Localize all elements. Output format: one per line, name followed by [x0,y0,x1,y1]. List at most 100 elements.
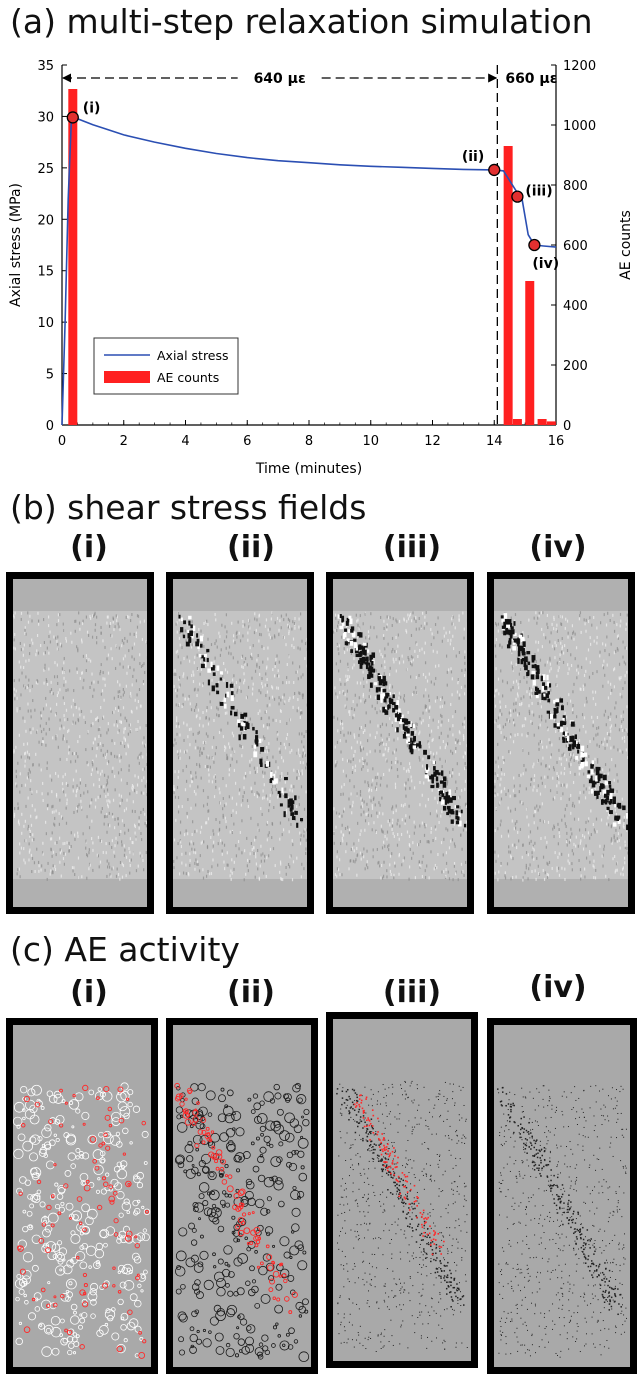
ae-event [140,1274,146,1279]
texture-speck [384,844,386,848]
texture-speck [131,784,134,788]
texture-speck [203,645,205,649]
ae-event-recent [108,1123,113,1128]
texture-speck [93,613,96,617]
texture-speck [242,665,244,669]
fracture-speck [591,763,595,767]
ae-event [302,1118,310,1127]
texture-speck [430,826,432,830]
texture-speck [445,874,447,878]
texture-speck [497,756,499,760]
texture-speck [102,677,104,681]
texture-speck [392,617,394,621]
fracture-speck [612,822,617,827]
texture-speck [583,618,585,622]
fracture-speck [510,626,514,630]
ae-event [73,1310,77,1315]
texture-speck [594,784,597,788]
texture-speck [35,653,37,657]
texture-speck [622,873,624,877]
texture-speck [455,746,457,750]
texture-speck [334,613,337,617]
texture-speck [85,659,88,663]
texture-speck [205,656,207,660]
texture-speck [592,822,594,826]
texture-speck [592,671,594,675]
texture-speck [464,787,466,791]
texture-speck [231,621,233,625]
texture-speck [52,867,54,871]
texture-speck [403,694,405,698]
ae-event-recent [31,1297,36,1302]
texture-speck [348,710,350,714]
texture-speck [578,728,581,732]
ae-event-recent [127,1182,131,1186]
texture-speck [266,822,268,826]
texture-speck [570,811,572,815]
texture-speck [510,854,512,858]
ae-event [53,1093,64,1104]
texture-speck [260,807,262,811]
texture-speck [121,819,124,823]
texture-speck [94,737,96,741]
texture-speck [57,745,59,749]
texture-speck [215,672,217,676]
texture-speck [175,724,177,728]
fracture-speck [289,807,293,812]
texture-speck [238,631,240,635]
ae-event [34,1306,41,1312]
fracture-speck [225,682,229,688]
ae-event [117,1298,124,1305]
texture-speck [384,654,386,658]
texture-speck [383,860,385,864]
texture-speck [361,804,364,808]
ae-event-recent [50,1223,55,1228]
texture-speck [70,705,73,709]
texture-speck [371,704,373,708]
texture-speck [59,757,61,761]
fracture-speck [456,805,460,809]
texture-speck [549,656,551,660]
ae-event-recent [36,1179,42,1185]
texture-speck [73,689,75,693]
texture-speck [272,755,274,759]
ae-event [62,1264,73,1275]
texture-speck [292,843,294,847]
texture-speck [564,626,566,630]
texture-speck [51,831,53,835]
texture-speck [359,759,361,763]
texture-speck [68,745,70,749]
ae-event-recent [34,1101,41,1108]
texture-speck [206,755,208,759]
ae-event [95,1091,104,1101]
texture-speck [237,660,239,664]
texture-speck [430,850,432,854]
y-tick-label: 25 [37,162,54,177]
texture-speck [182,674,184,678]
fracture-speck [438,772,441,776]
texture-speck [546,613,549,617]
texture-speck [218,730,221,734]
texture-speck [364,728,366,732]
texture-speck [97,680,99,684]
ae-event [99,1325,109,1335]
texture-speck [380,741,382,745]
texture-speck [20,755,22,759]
texture-speck [452,647,455,651]
texture-speck [367,813,369,817]
texture-speck [594,787,597,791]
ae-event [59,1318,65,1324]
ae-event [129,1141,133,1145]
texture-speck [254,617,256,621]
texture-speck [409,612,412,616]
texture-speck [64,841,66,845]
ae-event [237,1315,241,1319]
texture-speck [299,831,301,835]
fracture-speck [460,809,463,814]
texture-speck [494,850,496,854]
texture-speck [500,819,502,823]
texture-speck [256,766,258,770]
texture-speck [626,670,628,674]
ae-event [55,1114,65,1124]
ae-event [233,1154,241,1163]
